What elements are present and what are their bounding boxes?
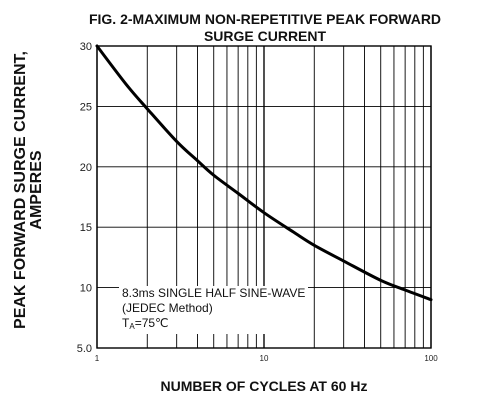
y-tick-label: 10 [80,283,92,295]
x-tick-label: 10 [260,354,269,363]
chart-title: FIG. 2-MAXIMUM NON-REPETITIVE PEAK FORWA… [60,11,470,45]
chart-title-line-1: FIG. 2-MAXIMUM NON-REPETITIVE PEAK FORWA… [88,11,442,27]
series-line [95,44,433,302]
chart-title-line-2: SURGE CURRENT [203,28,327,44]
x-axis-label: NUMBER OF CYCLES AT 60 Hz [160,378,368,394]
x-tick-label: 100 [424,354,438,363]
plot-frame [96,45,432,349]
y-tick-label: 15 [80,222,92,234]
y-tick-label: 5.0 [77,343,92,355]
annotation-box: 8.3ms SINGLE HALF SINE-WAVE (JEDEC Metho… [119,286,309,334]
tick-labels: 5.0 10 15 20 25 30 1 10 100 [77,41,439,363]
annotation-line-1: 8.3ms SINGLE HALF SINE-WAVE [122,286,306,300]
annotation-line-3: TA=75℃ [122,316,305,334]
annotation-temp-symbol: T [122,316,130,330]
annotation-line-2: (JEDEC Method) [122,301,213,315]
x-tick-label: 1 [95,354,100,363]
series-layer [95,44,433,302]
y-tick-label: 30 [80,41,92,53]
y-tick-label: 25 [80,101,92,113]
annotation-temp-subscript: A [129,322,135,331]
y-tick-label: 20 [80,162,92,174]
annotation-temp-value: =75℃ [134,316,169,330]
